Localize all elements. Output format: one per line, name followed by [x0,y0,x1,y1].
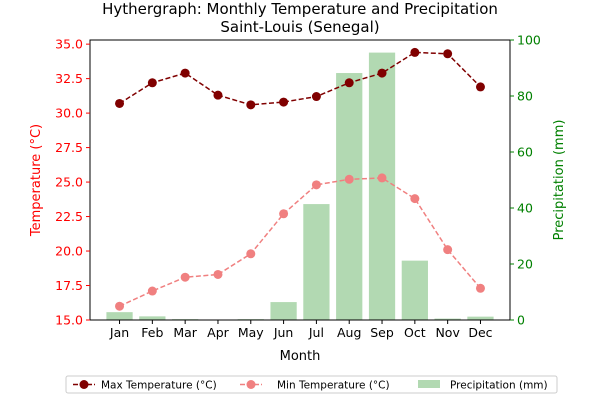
precip-bar-feb [139,316,166,320]
left-y-axis-label: Temperature (°C) [29,124,44,237]
min-temp-point-sep [377,173,387,183]
right-y-axis-ticks: 0 20 40 60 80 100 [510,33,541,328]
x-tick-label: Dec [468,325,492,340]
x-tick-label: Mar [173,325,197,340]
right-y-tick-label: 80 [517,89,533,104]
max-temp-point-dec [475,82,485,92]
left-y-tick-label: 32.5 [55,71,83,86]
legend-max-label: Max Temperature (°C) [101,380,217,392]
plot-frame [89,39,511,321]
left-y-axis-ticks: 15.0 17.5 20.0 22.5 25.0 27.5 30.0 32.5 35.0 [55,37,90,328]
precip-bar-sep [368,52,396,320]
max-temp-point-sep [377,68,387,78]
min-temp-point-feb [147,286,157,296]
min-temp-point-mar [180,272,190,282]
precip-bar-dec [467,316,494,320]
max-temp-point-may [246,100,256,110]
x-tick-label: Sep [370,325,394,340]
x-tick-label: Jul [308,325,324,340]
min-temp-point-nov [443,245,453,255]
right-y-tick-label: 20 [517,257,533,272]
left-y-tick-label: 35.0 [55,37,83,52]
min-temp-point-aug [344,174,354,184]
max-temp-point-feb [147,78,157,88]
x-tick-label: Nov [435,325,460,340]
x-tick-label: Jan [109,325,129,340]
left-y-tick-label: 22.5 [55,209,83,224]
right-y-tick-label: 100 [517,33,541,48]
left-y-tick-label: 17.5 [55,278,83,293]
x-axis-ticks: Jan Feb Mar Apr May Jun Jul Aug Sep Oct Nov Dec [109,320,493,340]
max-temp-point-jul [311,92,321,102]
min-temp-point-jul [311,180,321,190]
min-temp-point-jan [115,301,125,311]
legend-max-marker-icon [79,380,89,389]
max-temp-point-oct [410,47,420,57]
precip-bar-aug [336,73,363,320]
min-temp-point-apr [213,269,223,279]
precip-bar-nov [434,318,461,320]
x-tick-label: Aug [337,325,361,340]
legend: Max Temperature (°C) Min Temperature (°C… [65,375,558,394]
min-temp-point-jun [279,209,289,219]
precip-bar-oct [401,260,428,320]
chart-title: Hythergraph: Monthly Temperature and Pre… [102,0,498,18]
min-temperature-line [119,177,482,307]
max-temp-point-apr [213,90,223,100]
legend-entry-min: Min Temperature (°C) [240,380,390,392]
x-tick-label: May [238,325,264,340]
left-y-tick-label: 25.0 [55,175,83,190]
legend-min-marker-icon [246,380,256,389]
max-temp-point-jan [115,98,125,108]
left-y-tick-label: 30.0 [55,106,83,121]
max-temp-point-jun [279,97,289,107]
right-y-tick-label: 60 [517,145,533,160]
right-y-tick-label: 0 [517,313,525,328]
right-y-axis-label: Precipitation (mm) [552,120,567,241]
legend-entry-max: Max Temperature (°C) [73,380,217,392]
x-axis-label: Month [280,349,321,364]
x-tick-label: Jun [273,325,294,340]
x-tick-label: Oct [404,325,426,340]
precipitation-bars [106,52,494,320]
legend-entry-precip: Precipitation (mm) [418,380,548,392]
x-tick-label: Feb [141,325,163,340]
min-temp-point-may [246,249,256,259]
min-temp-point-oct [410,194,420,204]
x-tick-label: Apr [207,325,229,340]
chart-subtitle: Saint-Louis (Senegal) [220,18,379,36]
legend-precip-label: Precipitation (mm) [450,380,548,392]
legend-min-label: Min Temperature (°C) [277,380,390,392]
max-temp-point-aug [344,78,354,88]
max-temp-point-mar [180,68,190,78]
precip-bar-jun [270,302,297,320]
temperature-lines [115,47,485,311]
right-y-tick-label: 40 [517,201,533,216]
legend-precip-swatch-icon [418,380,440,388]
max-temperature-line [119,51,482,106]
min-temp-point-dec [475,283,485,293]
precip-bar-jan [106,312,133,320]
left-y-tick-label: 20.0 [55,244,83,259]
max-temp-point-nov [443,49,453,59]
precip-bar-jul [303,204,330,320]
left-y-tick-label: 15.0 [55,313,83,328]
left-y-tick-label: 27.5 [55,140,83,155]
